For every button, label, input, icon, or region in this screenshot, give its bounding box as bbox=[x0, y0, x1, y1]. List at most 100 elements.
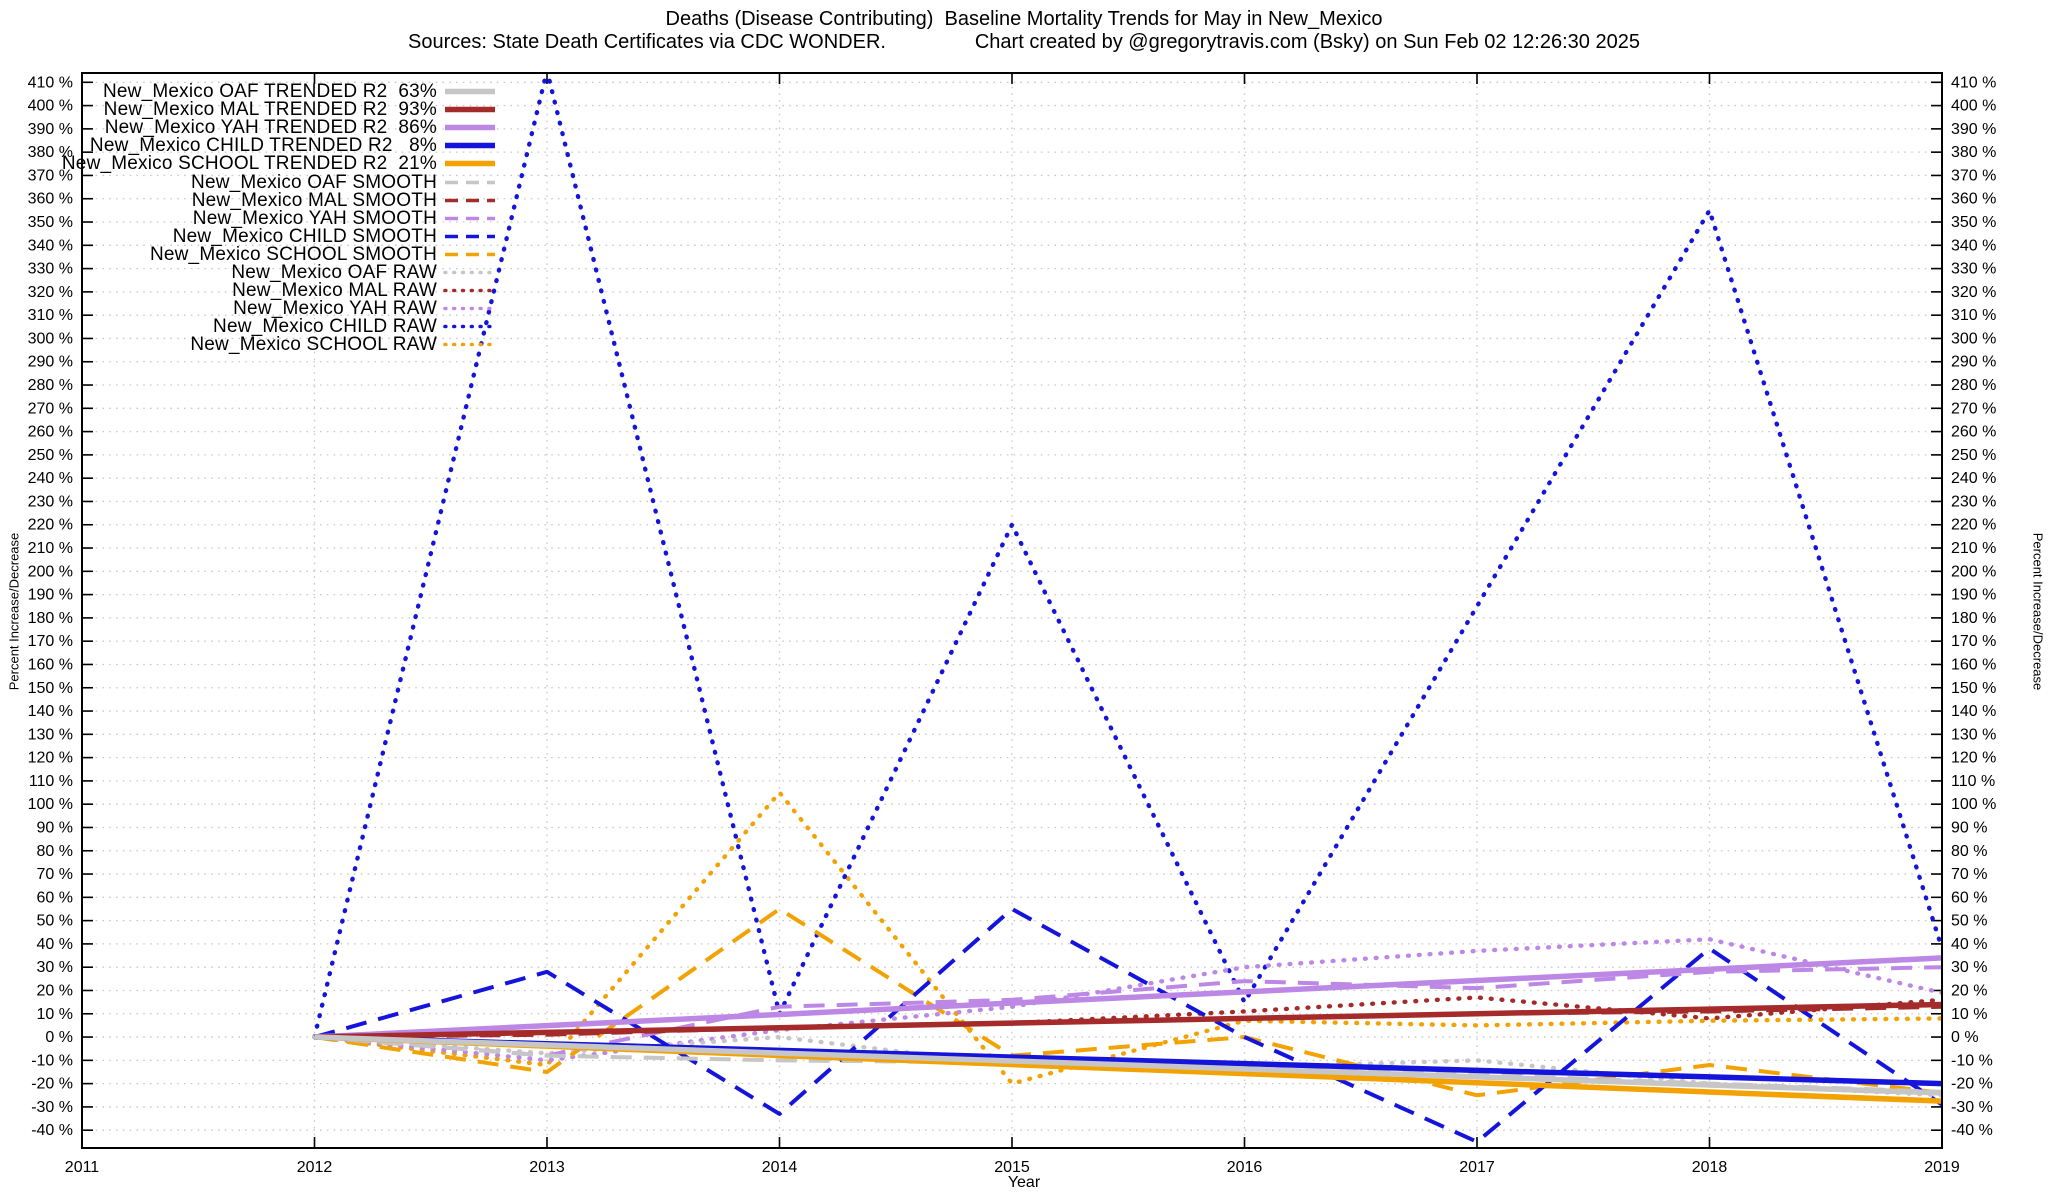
legend-swatch-solid bbox=[445, 143, 495, 149]
y-tick-label-left: 70 % bbox=[37, 866, 73, 883]
y-tick-label-left: -40 % bbox=[31, 1122, 73, 1139]
y-tick-label-left: 180 % bbox=[28, 610, 73, 627]
y-tick-label-left: 120 % bbox=[28, 750, 73, 767]
y-tick-label-right: 290 % bbox=[1951, 354, 1996, 371]
y-tick-label-right: 380 % bbox=[1951, 144, 1996, 161]
y-tick-label-right: 60 % bbox=[1951, 889, 1987, 906]
y-tick-label-left: 410 % bbox=[28, 74, 73, 91]
y-tick-label-right: 170 % bbox=[1951, 633, 1996, 650]
y-tick-label-left: 0 % bbox=[45, 1029, 73, 1046]
y-tick-label-left: 170 % bbox=[28, 633, 73, 650]
y-tick-label-left: 130 % bbox=[28, 726, 73, 743]
y-tick-label-right: 200 % bbox=[1951, 563, 1996, 580]
legend-label: New_Mexico MAL RAW bbox=[232, 280, 437, 302]
y-tick-label-right: 220 % bbox=[1951, 517, 1996, 534]
legend-label: New_Mexico OAF RAW bbox=[231, 262, 437, 283]
y-tick-label-right: 300 % bbox=[1951, 330, 1996, 347]
series-lines bbox=[312, 73, 1942, 1144]
y-tick-label-left: 280 % bbox=[28, 377, 73, 394]
y-tick-label-right: 230 % bbox=[1951, 493, 1996, 510]
y-tick-label-right: 320 % bbox=[1951, 284, 1996, 301]
axis-tick-labels: 410 % 410 % 400 % 400 % 390 % 390 % 380 % 380 %… bbox=[28, 74, 1997, 1176]
y-tick-label-left: 30 % bbox=[37, 959, 73, 976]
y-tick-label-right: -40 % bbox=[1951, 1122, 1993, 1139]
y-tick-label-right: 90 % bbox=[1951, 819, 1987, 836]
legend-swatch-solid bbox=[445, 88, 495, 95]
legend-swatch-dot bbox=[443, 306, 497, 311]
y-tick-label-right: -20 % bbox=[1951, 1076, 1993, 1093]
y-tick-label-left: 230 % bbox=[28, 493, 73, 510]
y-tick-label-left: 100 % bbox=[28, 796, 73, 813]
y-tick-label-left: 210 % bbox=[28, 540, 73, 557]
y-tick-label-left: 350 % bbox=[28, 214, 73, 231]
legend-label: New_Mexico CHILD TRENDED R2 8% bbox=[89, 135, 437, 157]
chart-title: Deaths (Disease Contributing) Baseline M… bbox=[665, 8, 1383, 30]
legend-label: New_Mexico YAH RAW bbox=[233, 298, 437, 320]
legend-swatch-dot bbox=[443, 343, 497, 347]
y-tick-label-right: 110 % bbox=[1951, 773, 1995, 790]
y-tick-label-left: 160 % bbox=[28, 656, 73, 673]
series-new-mexico-school-raw bbox=[312, 790, 1942, 1086]
y-tick-label-right: 390 % bbox=[1951, 121, 1996, 138]
y-tick-label-left: 300 % bbox=[28, 330, 73, 347]
y-tick-label-right: 20 % bbox=[1951, 982, 1987, 999]
legend-label: New_Mexico MAL TRENDED R2 93% bbox=[103, 99, 437, 121]
y-tick-label-right: 350 % bbox=[1951, 214, 1996, 231]
x-tick-label: 2013 bbox=[529, 1159, 565, 1176]
y-tick-label-left: 110 % bbox=[29, 773, 73, 790]
series-new-mexico-oaf-trended bbox=[314, 1034, 1942, 1096]
legend-swatch-dot bbox=[443, 288, 497, 293]
legend-label: New_Mexico CHILD SMOOTH bbox=[172, 225, 437, 247]
x-tick-label: 2016 bbox=[1227, 1159, 1263, 1176]
y-tick-label-right: 190 % bbox=[1951, 587, 1996, 604]
y-tick-label-left: 290 % bbox=[28, 354, 73, 371]
y-tick-label-left: 370 % bbox=[28, 167, 73, 184]
y-tick-label-left: 90 % bbox=[37, 819, 73, 836]
x-tick-label: 2012 bbox=[297, 1159, 333, 1176]
y-tick-label-right: 50 % bbox=[1951, 913, 1987, 930]
y-tick-label-right: -30 % bbox=[1951, 1099, 1993, 1116]
legend-label: New_Mexico YAH TRENDED R2 86% bbox=[104, 117, 437, 139]
y-tick-label-left: 260 % bbox=[28, 424, 73, 441]
y-tick-label-right: 410 % bbox=[1951, 74, 1996, 91]
y-tick-label-right: 260 % bbox=[1951, 424, 1996, 441]
y-tick-label-right: 270 % bbox=[1951, 400, 1996, 417]
y-tick-label-left: -10 % bbox=[31, 1052, 73, 1069]
y-tick-label-left: 310 % bbox=[28, 307, 73, 324]
y-tick-label-right: 370 % bbox=[1951, 167, 1996, 184]
x-tick-label: 2018 bbox=[1692, 1159, 1728, 1176]
y-tick-label-right: 360 % bbox=[1951, 191, 1996, 208]
y-tick-label-left: 400 % bbox=[28, 98, 73, 115]
legend-swatch-dash bbox=[445, 198, 495, 202]
series-new-mexico-oaf-raw bbox=[312, 1034, 1942, 1098]
legend-label: New_Mexico MAL SMOOTH bbox=[191, 189, 437, 211]
y-tick-label-right: 180 % bbox=[1951, 610, 1996, 627]
y-tick-label-left: 240 % bbox=[28, 470, 73, 487]
series-new-mexico-child-raw bbox=[312, 73, 1942, 1040]
legend-swatch-dash bbox=[445, 180, 495, 184]
legend-label: New_Mexico OAF TRENDED R2 63% bbox=[102, 81, 437, 102]
y-tick-label-right: 80 % bbox=[1951, 843, 1987, 860]
y-tick-label-right: 70 % bbox=[1951, 866, 1987, 883]
y-tick-label-right: 130 % bbox=[1951, 726, 1996, 743]
y-tick-label-right: 160 % bbox=[1951, 656, 1996, 673]
legend-swatch-dash bbox=[445, 252, 495, 257]
y-tick-label-right: -10 % bbox=[1951, 1052, 1993, 1069]
y-tick-label-left: 270 % bbox=[28, 400, 73, 417]
x-tick-label: 2019 bbox=[1924, 1159, 1960, 1176]
y-tick-label-left: 320 % bbox=[28, 284, 73, 301]
y-tick-label-right: 210 % bbox=[1951, 540, 1996, 557]
y-tick-label-left: 150 % bbox=[28, 680, 73, 697]
y-tick-label-right: 0 % bbox=[1951, 1029, 1979, 1046]
x-tick-label: 2014 bbox=[762, 1159, 798, 1176]
y-tick-label-left: 20 % bbox=[37, 982, 73, 999]
y-tick-label-left: 360 % bbox=[28, 191, 73, 208]
y-tick-label-left: 140 % bbox=[28, 703, 73, 720]
y-tick-label-left: 190 % bbox=[28, 587, 73, 604]
y-tick-label-right: 140 % bbox=[1951, 703, 1996, 720]
legend-label: New_Mexico SCHOOL RAW bbox=[190, 334, 437, 356]
y-tick-label-right: 120 % bbox=[1951, 750, 1996, 767]
legend-label: New_Mexico CHILD RAW bbox=[213, 316, 437, 338]
